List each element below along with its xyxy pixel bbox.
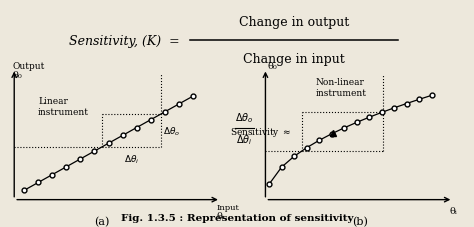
Text: Fig. 1.3.5 : Representation of sensitivity: Fig. 1.3.5 : Representation of sensitivi… <box>121 214 353 222</box>
Text: Change in output: Change in output <box>239 16 349 29</box>
Text: (b): (b) <box>352 216 368 226</box>
Text: Non-linear
instrument: Non-linear instrument <box>316 78 367 97</box>
Text: $\Delta\theta_i$: $\Delta\theta_i$ <box>236 133 252 146</box>
Text: θᵢ: θᵢ <box>217 211 225 220</box>
Text: Sensitivity $\approx$: Sensitivity $\approx$ <box>230 125 291 138</box>
Text: θᵢ: θᵢ <box>449 206 457 215</box>
Text: Linear
instrument: Linear instrument <box>38 97 89 116</box>
Text: θ₀: θ₀ <box>267 62 277 71</box>
Text: (a): (a) <box>94 216 109 226</box>
Text: Output: Output <box>12 62 45 71</box>
Text: Sensitivity, (K)  =: Sensitivity, (K) = <box>70 34 180 47</box>
Text: $\Delta\theta_o$: $\Delta\theta_o$ <box>235 111 253 125</box>
Text: $\Delta\theta_o$: $\Delta\theta_o$ <box>163 125 181 137</box>
Text: θ₀: θ₀ <box>12 70 22 79</box>
Text: Change in input: Change in input <box>243 52 345 66</box>
Text: Input: Input <box>217 204 240 212</box>
Text: $\Delta\theta_i$: $\Delta\theta_i$ <box>124 153 139 165</box>
